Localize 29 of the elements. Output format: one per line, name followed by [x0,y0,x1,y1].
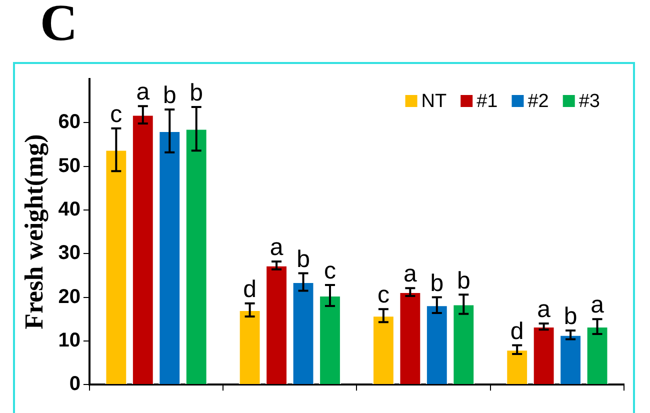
legend-label: NT [421,91,447,112]
y-axis-title: Fresh weight(mg) [19,134,48,330]
annotation: a [590,292,605,319]
annotation: b [296,246,310,273]
annotation: a [404,260,418,288]
annotation: b [456,267,470,294]
y-tick-label: 60 [58,111,80,134]
annotation: b [430,270,444,297]
annotation: c [377,282,390,309]
y-tick-label: 30 [58,242,80,264]
legend-label: #3 [578,91,600,112]
annotation: d [243,276,256,304]
y-tick-label: 50 [58,154,80,177]
annotation: b [162,82,176,110]
annotation: b [564,303,578,330]
annotation: a [270,234,284,262]
y-tick-label: 10 [58,329,80,352]
legend-label: #2 [528,91,549,112]
legend-label: #1 [476,91,498,112]
annotation: a [136,78,150,106]
annotation: b [190,80,204,107]
annotation: a [537,296,552,324]
annotation: c [110,100,122,128]
y-tick-label: 0 [69,373,80,396]
y-tick-label: 40 [58,198,80,220]
chart-title: C [40,0,78,53]
annotation: d [510,318,524,345]
annotation: c [324,258,336,285]
y-tick-label: 20 [58,286,80,308]
